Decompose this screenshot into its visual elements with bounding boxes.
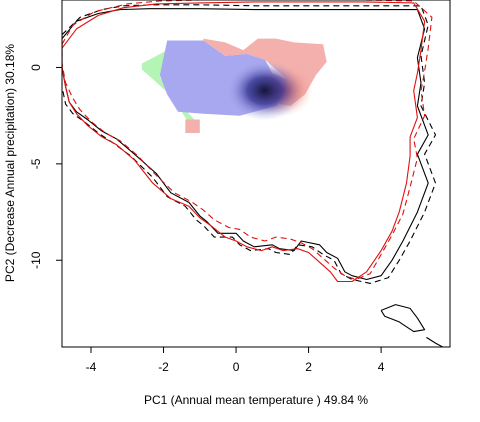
x-tick-label: 4 [378, 360, 385, 374]
invaded-niche-patch [185, 119, 200, 133]
envelope-line-3 [62, 1, 426, 283]
x-tick-label: 0 [233, 360, 240, 374]
envelope-line-1 [62, 8, 429, 281]
envelope-line-6 [426, 336, 443, 347]
x-tick-label: -4 [86, 360, 97, 374]
native-niche-region [141, 46, 200, 126]
x-tick-label: 2 [305, 360, 312, 374]
plot-area [62, 0, 443, 347]
y-tick-label: 0 [29, 64, 43, 71]
density-hotspot [226, 60, 303, 121]
x-axis-title: PC1 (Annual mean temperature ) 49.84 % [144, 393, 368, 407]
y-axis-title: PC2 (Decrease Annual precipitation) 30.1… [3, 44, 17, 282]
y-axis: 0 -5 -10 [29, 64, 62, 269]
y-tick-label: -5 [29, 158, 43, 169]
envelope-line-5 [380, 304, 426, 333]
x-axis: -4 -2 0 2 4 [86, 347, 385, 374]
plot-frame [61, 0, 451, 348]
envelope-line-4 [62, 0, 433, 281]
y-tick-label: -10 [29, 251, 43, 269]
x-tick-label: -2 [158, 360, 169, 374]
